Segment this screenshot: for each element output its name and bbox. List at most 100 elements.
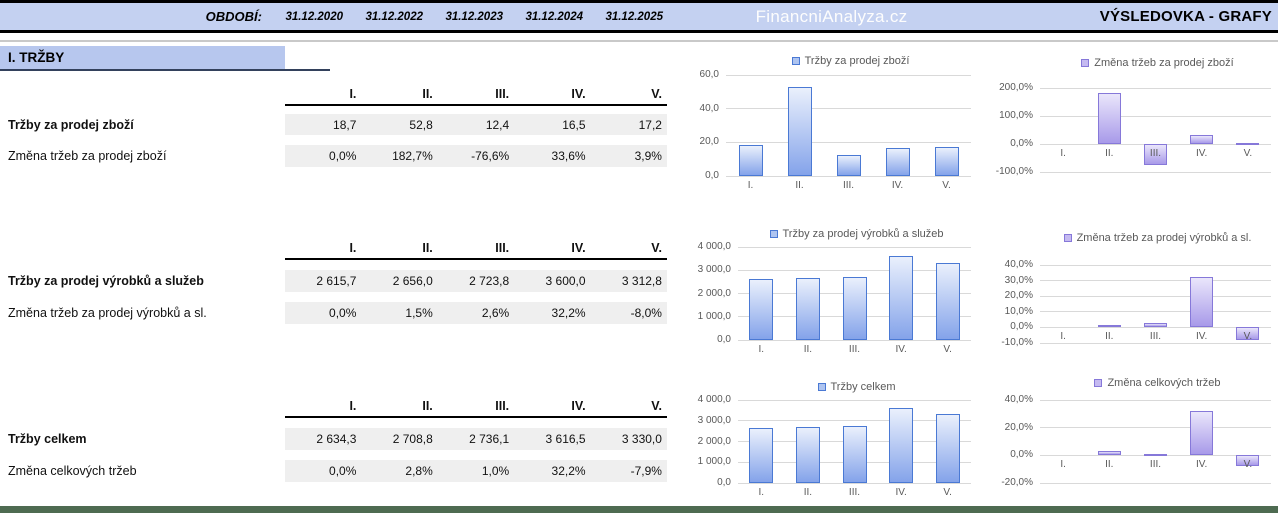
column-header[interactable]: I. [349, 87, 357, 101]
x-tick-label: I. [1060, 148, 1066, 159]
section-title[interactable]: I. TRŽBY [0, 46, 285, 69]
gridline [726, 175, 971, 177]
row-label[interactable]: Změna tržeb za prodej výrobků a sl. [8, 306, 207, 320]
value-cell[interactable]: 32,2% [551, 306, 586, 320]
value-cell[interactable]: 3 312,8 [621, 274, 662, 288]
value-cell[interactable]: 2,8% [405, 464, 433, 478]
column-header[interactable]: I. [349, 399, 357, 413]
column-header[interactable]: V. [651, 399, 662, 413]
table-row: Změna celkových tržeb 0,0% 2,8% 1,0% 32,… [0, 460, 667, 482]
y-tick-label: 4 000,0 [697, 394, 731, 405]
column-header[interactable]: IV. [571, 241, 586, 255]
bar-IV. [1190, 410, 1214, 456]
bar-V. [1236, 142, 1260, 145]
gridline [738, 420, 971, 422]
table-row: Tržby za prodej výrobků a služeb 2 615,7… [0, 270, 667, 292]
chart-title: Změna tržeb za prodej výrobků a sl. [1076, 232, 1252, 244]
gridline [726, 74, 971, 76]
legend-swatch [791, 57, 800, 65]
x-tick-label: III. [1149, 459, 1162, 471]
value-cell[interactable]: 182,7% [392, 149, 433, 163]
value-cell[interactable]: 2 736,1 [469, 432, 510, 446]
value-cell[interactable]: -8,0% [630, 306, 662, 320]
value-cell[interactable]: 18,7 [333, 117, 357, 132]
value-cell[interactable]: 1,5% [405, 306, 433, 320]
section-header: I. TRŽBY [0, 46, 330, 71]
value-cell[interactable]: 3 616,5 [545, 432, 586, 446]
column-header[interactable]: II. [422, 241, 433, 255]
table2-header-spacer [0, 238, 285, 260]
chart-trzby-za-prodej-zbozi[interactable]: Tržby za prodej zboží 0,0 20,0 40,0 60,0 I. II… [688, 50, 975, 196]
bar-V. [1236, 327, 1260, 340]
period-date: 31.12.2020 [285, 10, 343, 23]
gridline [1040, 87, 1271, 89]
chart-title: Změna celkových tržeb [1107, 377, 1221, 389]
value-cell[interactable]: 3 600,0 [545, 274, 586, 288]
y-tick-label: -100,0% [995, 166, 1033, 177]
row-label[interactable]: Tržby za prodej výrobků a služeb [8, 274, 204, 288]
chart-trzby-za-prodej-vyrobku-a-sluzeb[interactable]: Tržby za prodej výrobků a služeb 0,0 1 000… [683, 220, 975, 360]
value-cell[interactable]: 17,2 [638, 117, 662, 132]
chart-zmena-trzeb-za-prodej-zbozi[interactable]: Změna tržeb za prodej zboží -100,0% 0,0% 10… [990, 50, 1275, 192]
value-cell[interactable]: 3,9% [634, 149, 662, 163]
row-label[interactable]: Tržby za prodej zboží [8, 117, 134, 132]
y-tick-label: -10,0% [1001, 337, 1033, 348]
value-cell[interactable]: 2 656,0 [392, 274, 433, 288]
value-cell[interactable]: -76,6% [471, 149, 510, 163]
value-cell[interactable]: 52,8 [409, 117, 433, 132]
bar-II. [1097, 325, 1121, 328]
chart-legend: Tržby celkem [738, 381, 975, 393]
column-header[interactable]: V. [651, 87, 662, 101]
chart-plot-area: -100,0% 0,0% 100,0% 200,0% I. II. III. IV. V. [996, 82, 1271, 177]
value-cell[interactable]: 2 615,7 [316, 274, 357, 288]
chart-zmena-trzeb-za-prodej-vyrobku-a-sl[interactable]: Změna tržeb za prodej výrobků a sl. -10,0… [990, 220, 1275, 363]
y-tick-label: 0,0 [717, 477, 731, 488]
value-cell[interactable]: 3 330,0 [621, 432, 662, 446]
bar-III. [842, 276, 867, 340]
value-cell[interactable]: 0,0% [329, 306, 357, 320]
row-label[interactable]: Změna celkových tržeb [8, 464, 137, 478]
column-header[interactable]: III. [495, 87, 510, 101]
table3-header-row: I. II. III. IV. V. [0, 396, 667, 418]
gridline [738, 399, 971, 401]
chart-zmena-celkovych-trzeb[interactable]: Změna celkových tržeb -20,0% 0,0% 20,0% 40,0… [990, 370, 1275, 503]
bar-II. [795, 278, 820, 340]
column-header[interactable]: II. [422, 399, 433, 413]
column-header[interactable]: II. [422, 87, 433, 101]
value-cell[interactable]: 1,0% [481, 464, 510, 478]
value-cell[interactable]: 2,6% [481, 306, 510, 320]
value-cell[interactable]: 0,0% [329, 149, 357, 163]
gridline [1040, 280, 1271, 282]
chart-title: Tržby za prodej výrobků a služeb [782, 228, 944, 240]
value-cell[interactable]: 2 634,3 [316, 432, 357, 446]
value-cell[interactable]: 12,4 [485, 117, 510, 132]
chart-trzby-celkem[interactable]: Tržby celkem 0,0 1 000,0 2 000,0 3 000,0 4 00… [683, 370, 975, 503]
value-cell[interactable]: 32,2% [551, 464, 586, 478]
chart-plot-area: 0,0 1 000,0 2 000,0 3 000,0 4 000,0 I. II. III.… [698, 241, 971, 355]
column-header[interactable]: IV. [571, 87, 586, 101]
value-cell[interactable]: 16,5 [562, 117, 586, 132]
x-tick-label: I. [747, 180, 754, 191]
row-label[interactable]: Tržby celkem [8, 432, 87, 446]
value-cell[interactable]: 2 708,8 [392, 432, 433, 446]
value-cell[interactable]: 33,6% [551, 149, 586, 163]
column-header[interactable]: III. [495, 241, 510, 255]
value-cell[interactable]: -7,9% [630, 464, 662, 478]
x-tick-label: III. [1149, 148, 1162, 159]
y-tick-label: 0,0 [705, 170, 719, 181]
value-cell[interactable]: 0,0% [329, 464, 357, 478]
value-cell[interactable]: 2 723,8 [469, 274, 510, 288]
y-tick-label: -20,0% [1001, 477, 1033, 488]
header-bottom-line [0, 30, 1278, 33]
row-label[interactable]: Změna tržeb za prodej zboží [8, 149, 167, 163]
y-tick-label: 3 000,0 [697, 264, 731, 276]
y-tick-label: 3 000,0 [697, 414, 731, 426]
gridline [726, 141, 971, 143]
column-header[interactable]: III. [495, 399, 510, 413]
period-date: 31.12.2024 [525, 10, 583, 23]
column-header[interactable]: IV. [571, 399, 586, 413]
y-tick-label: 0,0% [1010, 138, 1033, 149]
column-header[interactable]: I. [349, 241, 357, 255]
chart-plot-area: -20,0% 0,0% 20,0% 40,0% I. II. III. IV. V. [1001, 394, 1271, 488]
column-header[interactable]: V. [651, 241, 662, 255]
